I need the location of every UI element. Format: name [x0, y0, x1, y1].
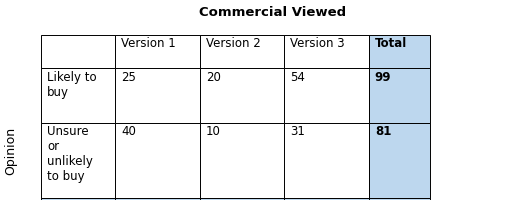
Text: 31: 31 — [290, 124, 305, 137]
Bar — [41, 198, 115, 200]
Bar — [200, 198, 284, 200]
Bar — [369, 69, 430, 123]
Text: 81: 81 — [375, 124, 391, 137]
Bar — [200, 69, 284, 123]
Text: 10: 10 — [206, 124, 221, 137]
Bar — [200, 36, 284, 69]
Text: 25: 25 — [121, 70, 136, 83]
Text: 180: 180 — [375, 199, 399, 200]
Text: 99: 99 — [375, 70, 391, 83]
Bar — [284, 36, 369, 69]
Text: Total: Total — [375, 37, 407, 50]
Text: 40: 40 — [121, 124, 136, 137]
Text: Opinion: Opinion — [4, 126, 17, 174]
Bar — [284, 198, 369, 200]
Bar — [369, 36, 430, 69]
Text: Version 2: Version 2 — [206, 37, 261, 50]
Bar — [41, 36, 115, 69]
Bar — [115, 123, 200, 198]
Bar — [41, 69, 115, 123]
Text: 65: 65 — [121, 199, 138, 200]
Text: Total: Total — [47, 199, 79, 200]
Bar — [200, 123, 284, 198]
Text: 30: 30 — [206, 199, 222, 200]
Text: 20: 20 — [206, 70, 221, 83]
Bar — [115, 198, 200, 200]
Text: Version 3: Version 3 — [290, 37, 345, 50]
Text: 85: 85 — [290, 199, 307, 200]
Text: Version 1: Version 1 — [121, 37, 176, 50]
Bar — [115, 69, 200, 123]
Bar — [369, 123, 430, 198]
Text: 54: 54 — [290, 70, 305, 83]
Bar — [369, 198, 430, 200]
Text: Commercial Viewed: Commercial Viewed — [199, 6, 346, 19]
Bar — [41, 123, 115, 198]
Text: Likely to
buy: Likely to buy — [47, 70, 97, 98]
Text: Unsure
or
unlikely
to buy: Unsure or unlikely to buy — [47, 124, 93, 182]
Bar — [284, 123, 369, 198]
Bar — [115, 36, 200, 69]
Bar — [284, 69, 369, 123]
